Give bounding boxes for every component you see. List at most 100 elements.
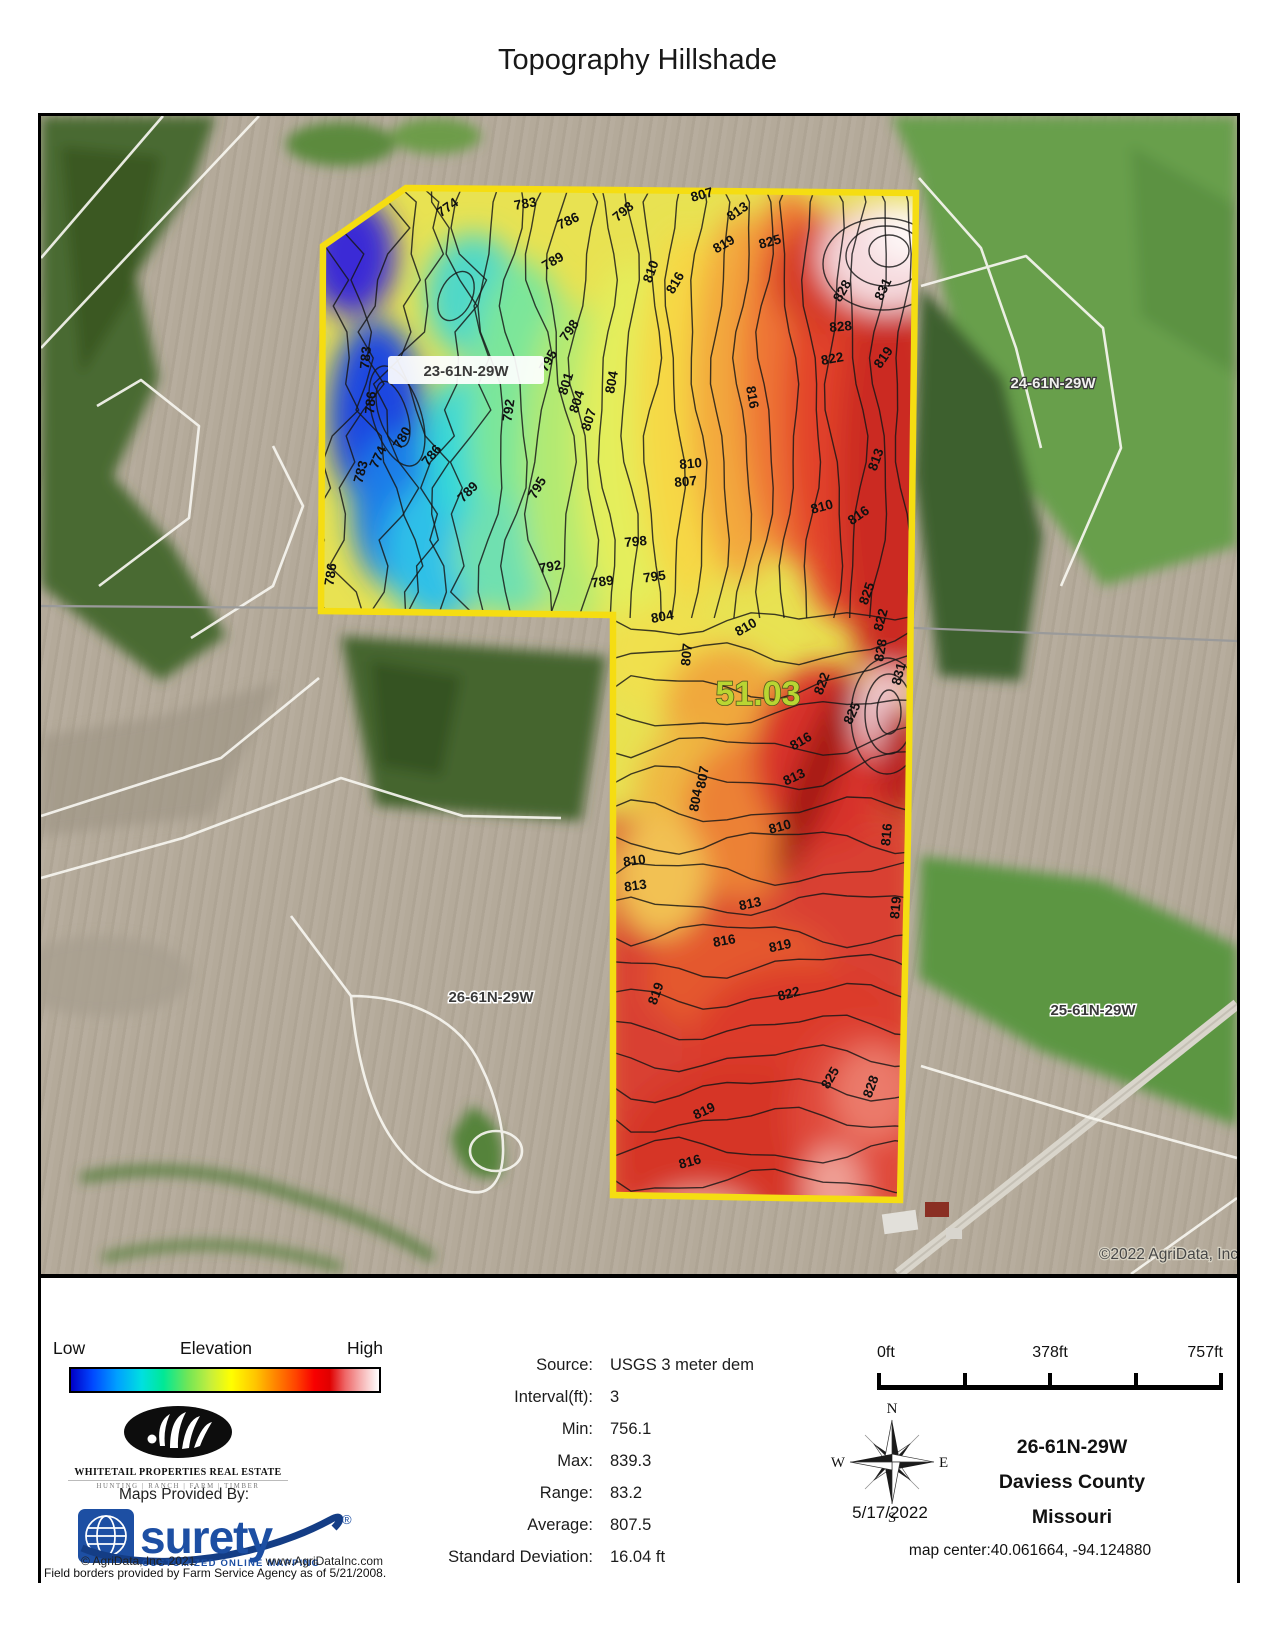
stat-value: 83.2 <box>610 1484 643 1502</box>
svg-text:786: 786 <box>362 390 379 414</box>
svg-text:810: 810 <box>679 455 703 472</box>
surety-wordmark: surety <box>140 1511 273 1563</box>
location-state: Missouri <box>1031 1506 1113 1528</box>
section-label-23: 23-61N-29W <box>423 363 509 380</box>
svg-text:822: 822 <box>811 670 833 696</box>
svg-text:810: 810 <box>622 852 646 870</box>
svg-text:816: 816 <box>743 385 762 410</box>
scale-end-label: 757ft <box>1187 1344 1223 1361</box>
stat-row-max: Max: 839.3 <box>393 1452 754 1471</box>
location-county: Daviess County <box>998 1471 1146 1493</box>
agridata-website: www.AgriDataInc.com <box>265 1554 383 1568</box>
svg-text:822: 822 <box>820 349 845 368</box>
compass-east-label: E <box>939 1455 948 1471</box>
svg-text:831: 831 <box>888 661 908 687</box>
stat-value: 839.3 <box>610 1452 652 1470</box>
footer-panel: Low Elevation High WHITETAIL PROPERTIES … <box>41 1278 1237 1650</box>
roads-buildings <box>881 999 1237 1274</box>
svg-text:822: 822 <box>776 983 802 1003</box>
compass-rose: N E S W <box>827 1397 957 1532</box>
stat-label: Max: <box>557 1452 593 1470</box>
svg-text:810: 810 <box>767 816 793 836</box>
maps-provided-by-label: Maps Provided By: <box>119 1486 250 1503</box>
svg-text:822: 822 <box>870 607 890 633</box>
agridata-copyright-row: © AgriData, Inc. 2021 www.AgriDataInc.co… <box>81 1554 383 1568</box>
whitetail-logo: WHITETAIL PROPERTIES REAL ESTATE HUNTING… <box>68 1405 288 1490</box>
stat-label: Min: <box>561 1420 593 1438</box>
stat-row-min: Min: 756.1 <box>393 1420 754 1439</box>
stat-value: 756.1 <box>610 1420 652 1438</box>
svg-text:816: 816 <box>878 822 895 846</box>
compass-south-label: S <box>888 1510 896 1526</box>
whitetail-tagline: HUNTING | RANCH | FARM | TIMBER <box>68 1480 288 1490</box>
scale-start-label: 0ft <box>877 1344 895 1361</box>
page-title: Topography Hillshade <box>498 44 777 76</box>
svg-text:804: 804 <box>566 388 587 415</box>
svg-text:792: 792 <box>500 398 518 422</box>
section-label-26: 26-61N-29W <box>448 989 534 1006</box>
stat-value: 16.04 ft <box>610 1548 666 1566</box>
whitetail-antler-icon <box>124 1406 232 1458</box>
stat-row-average: Average: 807.5 <box>393 1516 754 1535</box>
surety-tagline: CUSTOMIZED ONLINE MAPPING <box>142 1558 320 1569</box>
map-center-coordinates: map center:40.061664, -94.124880 <box>908 1542 1152 1559</box>
svg-text:807: 807 <box>678 643 695 667</box>
stat-value: 807.5 <box>610 1516 652 1534</box>
parcel-boundary <box>317 184 920 1204</box>
compass-rose-icon: N E S W <box>831 1401 948 1526</box>
surety-registered-mark: ® <box>342 1512 352 1527</box>
svg-text:807: 807 <box>674 473 698 490</box>
svg-text:816: 816 <box>677 1151 703 1171</box>
stat-row-stddev: Standard Deviation: 16.04 ft <box>393 1548 754 1567</box>
svg-text:828: 828 <box>860 1073 882 1100</box>
svg-text:792: 792 <box>538 557 563 576</box>
svg-text:828: 828 <box>829 318 853 335</box>
compass-north-label: N <box>887 1401 898 1417</box>
scale-mid-label: 378ft <box>1032 1344 1068 1361</box>
svg-text:807: 807 <box>689 184 715 204</box>
map-date: 5/17/2022 <box>852 1503 928 1522</box>
stat-label: Interval(ft): <box>514 1388 593 1406</box>
svg-text:813: 813 <box>737 894 763 913</box>
map-footer-divider <box>41 1274 1237 1278</box>
stat-label: Standard Deviation: <box>448 1548 593 1566</box>
map-frame: 774 783 786 789 798 807 813 819 825 828 831 810 816 8… <box>38 113 1240 1650</box>
acreage-label: 51.03 <box>715 675 800 713</box>
legend-title: Elevation <box>180 1338 253 1358</box>
elevation-stats: Source: USGS 3 meter dem Interval(ft): 3… <box>393 1356 754 1580</box>
stat-value: 3 <box>610 1388 620 1406</box>
svg-text:819: 819 <box>887 896 904 920</box>
stat-value: USGS 3 meter dem <box>610 1356 754 1374</box>
svg-text:813: 813 <box>865 446 887 473</box>
field-borders-note: Field borders provided by Farm Service A… <box>44 1566 387 1580</box>
stat-row-interval: Interval(ft): 3 <box>393 1388 754 1407</box>
section-label-bg <box>388 356 544 384</box>
location-section: 26-61N-29W <box>1016 1436 1128 1458</box>
surety-logo: surety ® CUSTOMIZED ONLINE MAPPING <box>78 1506 378 1575</box>
legend-low-label: Low <box>53 1338 86 1358</box>
svg-text:810: 810 <box>640 258 662 284</box>
svg-text:786: 786 <box>322 562 340 587</box>
svg-text:819: 819 <box>767 936 792 955</box>
svg-text:804: 804 <box>686 787 705 812</box>
elevation-legend-labels: Low Elevation High <box>53 1338 383 1359</box>
map-canvas: 774 783 786 789 798 807 813 819 825 828 831 810 816 8… <box>41 116 1237 1274</box>
svg-text:807: 807 <box>578 407 599 433</box>
svg-text:783: 783 <box>350 459 370 485</box>
stat-label: Average: <box>527 1516 593 1534</box>
svg-text:825: 825 <box>856 580 878 607</box>
svg-text:783: 783 <box>357 345 374 369</box>
svg-text:789: 789 <box>590 573 614 591</box>
map-copyright: ©2022 AgriData, Inc. <box>1099 1246 1237 1263</box>
svg-text:825: 825 <box>757 231 783 251</box>
svg-text:810: 810 <box>809 496 835 516</box>
stat-row-source: Source: USGS 3 meter dem <box>393 1356 754 1375</box>
svg-text:816: 816 <box>712 931 737 950</box>
legend-high-label: High <box>346 1338 383 1358</box>
svg-text:804: 804 <box>650 607 675 626</box>
section-label-25: 25-61N-29W <box>1050 1002 1136 1019</box>
whitetail-name: WHITETAIL PROPERTIES REAL ESTATE <box>74 1467 282 1478</box>
svg-text:804: 804 <box>602 369 621 394</box>
aerial-landcover <box>41 116 1237 1272</box>
